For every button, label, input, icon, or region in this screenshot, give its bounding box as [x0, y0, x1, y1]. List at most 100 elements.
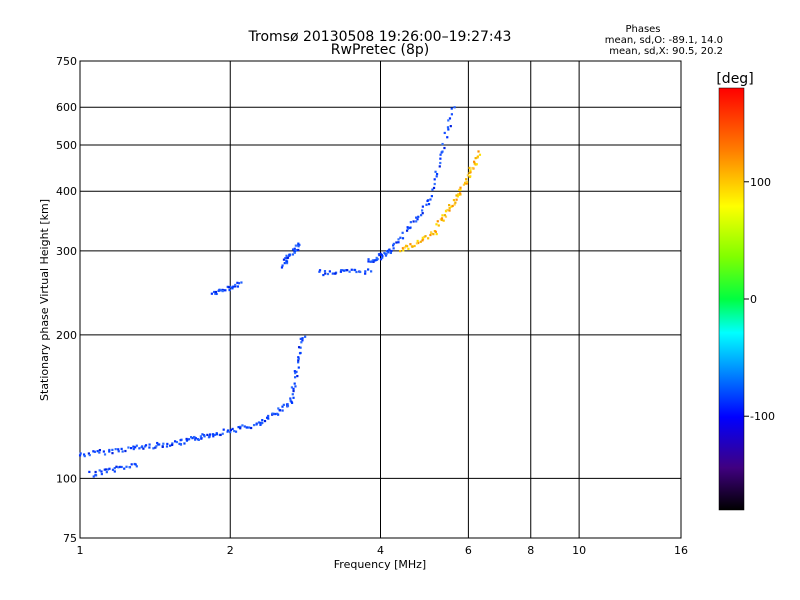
- data-point: [142, 447, 145, 450]
- data-point: [180, 438, 183, 441]
- data-point: [440, 218, 444, 222]
- data-point: [301, 337, 304, 340]
- data-point: [130, 463, 133, 466]
- data-point: [421, 239, 424, 242]
- data-point: [387, 251, 390, 254]
- data-point: [457, 193, 461, 196]
- data-point: [98, 448, 101, 452]
- y-tick-label: 300: [56, 245, 77, 258]
- data-point: [459, 193, 462, 196]
- data-point: [355, 270, 358, 274]
- data-point: [290, 386, 294, 389]
- data-point: [385, 252, 388, 256]
- data-point: [234, 283, 237, 287]
- data-point: [297, 242, 300, 245]
- colorbar-label: [deg]: [716, 71, 753, 87]
- y-axis-label: Stationary phase Virtual Height [km]: [38, 199, 51, 401]
- data-point: [175, 440, 178, 444]
- data-point: [117, 466, 120, 469]
- data-point: [291, 248, 295, 251]
- data-point: [178, 442, 181, 445]
- data-point: [194, 437, 197, 440]
- data-point: [224, 289, 227, 292]
- data-point: [243, 425, 246, 428]
- data-point: [128, 466, 131, 469]
- data-point: [301, 339, 304, 342]
- data-point: [446, 208, 449, 212]
- data-point: [103, 453, 107, 456]
- data-point: [132, 447, 135, 451]
- data-point: [171, 443, 174, 447]
- data-point: [392, 242, 395, 245]
- data-point: [246, 426, 249, 429]
- data-point: [187, 438, 191, 441]
- data-point: [222, 428, 225, 431]
- data-point: [421, 209, 424, 212]
- data-point: [434, 230, 437, 233]
- data-point: [138, 447, 141, 450]
- data-point: [392, 247, 395, 250]
- data-point: [144, 445, 147, 448]
- data-point: [371, 259, 375, 262]
- data-point: [283, 262, 286, 265]
- data-point: [403, 246, 406, 249]
- data-point: [233, 429, 236, 433]
- y-axis-ticks: 75 100 200 300 400 500 600 750: [56, 55, 77, 545]
- data-point: [471, 166, 474, 170]
- y-tick-label: 750: [56, 55, 77, 68]
- data-point: [450, 107, 453, 110]
- data-point: [397, 238, 400, 241]
- data-point: [406, 227, 409, 230]
- data-point: [208, 433, 212, 436]
- data-point: [183, 442, 186, 445]
- data-point: [367, 268, 370, 271]
- chart-title: Tromsø 20130508 19:26:00–19:27:43: [248, 29, 512, 45]
- data-point: [377, 253, 381, 256]
- grid: [80, 61, 681, 538]
- data-point: [297, 357, 300, 360]
- data-point: [236, 285, 240, 288]
- data-point: [273, 412, 276, 416]
- data-point: [326, 272, 330, 276]
- data-point: [221, 432, 224, 435]
- data-point: [255, 423, 258, 426]
- data-point: [236, 281, 239, 284]
- data-point: [281, 405, 284, 408]
- data-point: [421, 236, 424, 239]
- data-point: [468, 171, 471, 175]
- data-point: [111, 452, 114, 455]
- data-point: [466, 174, 469, 177]
- data-point: [438, 165, 441, 168]
- data-point: [229, 428, 233, 432]
- data-point: [134, 446, 137, 449]
- data-point: [443, 131, 446, 135]
- data-point: [152, 447, 155, 450]
- data-point: [135, 465, 138, 468]
- data-point: [158, 443, 161, 446]
- y-tick-label: 100: [56, 472, 77, 485]
- data-point: [474, 157, 477, 160]
- data-point: [202, 434, 206, 437]
- data-point: [271, 412, 274, 415]
- data-point: [294, 249, 298, 252]
- data-point: [453, 203, 456, 206]
- data-point: [478, 153, 482, 156]
- data-point: [213, 433, 217, 436]
- data-point: [296, 374, 299, 378]
- data-point: [210, 292, 213, 295]
- data-point: [267, 414, 270, 418]
- data-point: [92, 450, 95, 453]
- data-point: [156, 441, 159, 445]
- data-point: [127, 446, 130, 449]
- data-point: [401, 247, 404, 250]
- data-point: [348, 270, 351, 273]
- data-point: [439, 153, 442, 156]
- data-point: [144, 444, 148, 447]
- data-point: [231, 286, 234, 289]
- data-point: [421, 238, 425, 241]
- data-point: [435, 175, 438, 178]
- data-point: [415, 216, 418, 219]
- data-point: [229, 430, 232, 434]
- x-tick-label: 16: [674, 544, 688, 557]
- data-point: [291, 393, 294, 396]
